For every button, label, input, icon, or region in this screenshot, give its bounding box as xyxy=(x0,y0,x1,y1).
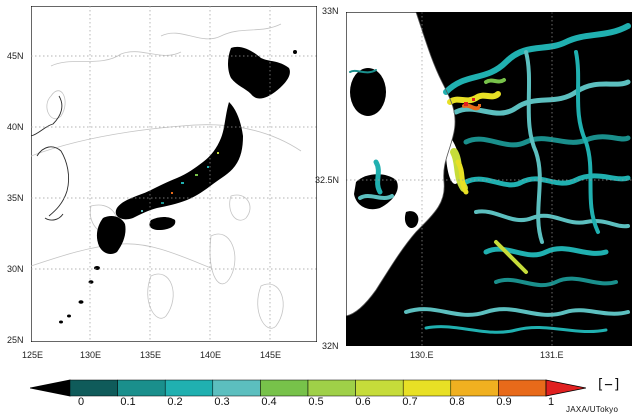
island-upper xyxy=(350,68,386,116)
colorbar-label-0: 0 xyxy=(77,396,85,408)
left-lon-label-145: 145E xyxy=(260,350,282,360)
colorbar-low-arrow xyxy=(29,379,71,397)
map-frame xyxy=(30,5,318,343)
lat-lon-grid xyxy=(31,6,317,342)
red-hotspots xyxy=(464,98,481,107)
colorbar-label-0-8: 0.8 xyxy=(449,396,465,408)
colorbar-segment xyxy=(498,379,547,397)
right-lon-label-130: 130.E xyxy=(410,350,434,360)
colorbar-segment xyxy=(450,379,499,397)
credit-text: JAXA/UTokyo xyxy=(566,405,619,414)
japan-overview-map-svg xyxy=(30,5,318,343)
colorbar xyxy=(29,378,587,398)
colorbar-label-0-4: 0.4 xyxy=(261,396,277,408)
japan-overview-map xyxy=(30,5,318,343)
colorbar-segment xyxy=(117,379,166,397)
left-lon-label-125: 125E xyxy=(22,350,44,360)
coastal-high-values xyxy=(447,78,528,274)
colorbar-label-0-7: 0.7 xyxy=(402,396,418,408)
mainland-outline xyxy=(30,95,70,221)
colorbar-label-0-6: 0.6 xyxy=(355,396,371,408)
colorbar-svg xyxy=(29,379,587,397)
colorbar-label-1: 1 xyxy=(547,396,555,408)
left-lon-label-135: 135E xyxy=(140,350,162,360)
colorbar-label-0-2: 0.2 xyxy=(167,396,183,408)
left-lat-label-40: 40N xyxy=(7,122,24,132)
right-lat-label-33: 33N xyxy=(322,6,339,16)
colorbar-label-0-1: 0.1 xyxy=(120,396,136,408)
colorbar-segment xyxy=(260,379,309,397)
colorbar-label-0-9: 0.9 xyxy=(496,396,512,408)
kyushu-detail-map xyxy=(345,11,633,347)
right-lat-label-32-5: 32.5N xyxy=(315,175,340,185)
colorbar-segment xyxy=(164,379,214,397)
colorbar-segment xyxy=(212,379,261,397)
colorbar-high-arrow xyxy=(545,379,587,397)
left-lat-label-45: 45N xyxy=(7,51,24,61)
left-lon-label-130: 130E xyxy=(80,350,102,360)
colorbar-segment xyxy=(307,379,356,397)
right-lat-label-32: 32N xyxy=(322,341,339,351)
honshu-data-specks xyxy=(141,152,219,212)
colorbar-segment xyxy=(402,379,452,397)
right-lon-label-131: 131.E xyxy=(540,350,564,360)
kyushu-detail-map-svg xyxy=(345,11,633,347)
colorbar-segment xyxy=(355,379,404,397)
left-lon-label-140: 140E xyxy=(200,350,222,360)
island-middle xyxy=(354,174,398,210)
left-lat-label-25: 25N xyxy=(7,335,24,345)
coastline xyxy=(345,11,456,317)
colorbar-unit: [−] xyxy=(596,377,622,393)
colorbar-label-0-5: 0.5 xyxy=(308,396,324,408)
left-lat-label-35: 35N xyxy=(7,193,24,203)
colorbar-label-0-3: 0.3 xyxy=(214,396,230,408)
japan-landmass xyxy=(59,46,297,324)
left-lat-label-30: 30N xyxy=(7,264,24,274)
colorbar-segment xyxy=(69,379,118,397)
